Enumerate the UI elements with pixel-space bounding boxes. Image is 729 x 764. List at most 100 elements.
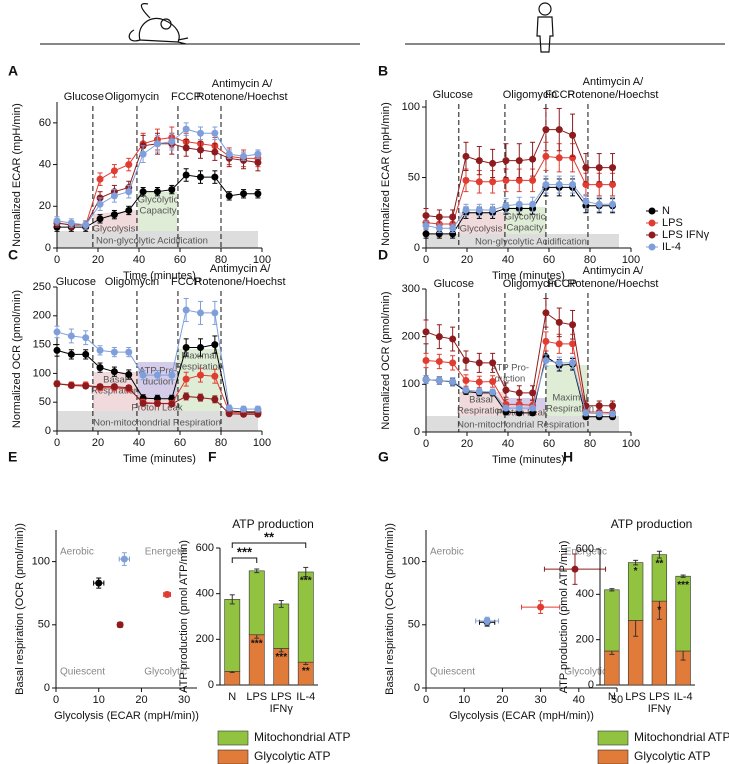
y-tick-label: 0 <box>414 242 420 254</box>
injection-label: Rotenone/Hoechst <box>194 276 285 288</box>
injection-label: Glucose <box>64 91 104 103</box>
x-tick-label: 40 <box>502 254 514 266</box>
x-tick-label: 30 <box>178 694 190 706</box>
significance-bracket <box>231 542 307 548</box>
x-axis-title: Time (minutes) <box>123 453 196 465</box>
error-bar <box>476 203 482 217</box>
error-bar <box>463 350 469 371</box>
significance-marker: *** <box>677 580 689 591</box>
error-bar <box>423 319 429 345</box>
y-axis-title: Normalized OCR (pmol/min) <box>380 291 392 429</box>
error-bar <box>111 209 117 220</box>
error-bar <box>111 383 117 390</box>
error-bar <box>169 132 175 151</box>
legend-label: LPS <box>662 217 683 229</box>
error-bar <box>198 367 203 383</box>
x-tick-label: 60 <box>174 254 186 266</box>
x-tick-label: 40 <box>573 694 585 706</box>
error-bar <box>633 559 639 566</box>
region-label: Capacity <box>140 206 177 217</box>
legend-label: LPS IFNγ <box>662 229 710 241</box>
x-tick-label: 100 <box>622 254 640 266</box>
injection-label: FCCP <box>547 278 577 290</box>
error-bar <box>583 410 589 416</box>
y-tick-label: 0 <box>45 425 51 437</box>
error-bar <box>54 325 60 339</box>
error-bar <box>490 203 496 217</box>
error-bar <box>583 153 589 183</box>
x-tick-label: IFNγ <box>270 703 294 715</box>
error-bar <box>570 309 576 340</box>
error-bar <box>450 377 456 386</box>
region-label: Glycolytic <box>138 195 179 206</box>
y-tick-label: 400 <box>196 588 214 600</box>
y-tick-label: 50 <box>408 619 420 631</box>
injection-label: FCCP <box>171 91 201 103</box>
legend-label: N <box>662 205 670 217</box>
error-bar <box>476 375 482 389</box>
x-tick-label: IFNγ <box>648 703 672 715</box>
x-tick-label: 20 <box>461 254 473 266</box>
x-tick-label: LPS <box>246 691 267 703</box>
error-bar <box>463 386 469 394</box>
error-bar <box>83 349 89 360</box>
error-bar <box>54 216 60 226</box>
error-bar <box>126 157 132 172</box>
significance-marker: *** <box>300 576 312 587</box>
y-tick-label: 20 <box>39 200 51 212</box>
error-bar <box>83 383 89 389</box>
error-bar <box>97 214 103 224</box>
error-bar <box>111 164 117 178</box>
x-tick-label: 100 <box>622 438 640 450</box>
error-bar <box>154 370 160 381</box>
quadrant-label: Glycolytic <box>144 667 187 678</box>
y-tick-label: 100 <box>402 378 420 390</box>
error-bar <box>83 330 89 346</box>
significance-label: *** <box>237 544 253 559</box>
y-tick-label: 250 <box>33 281 51 293</box>
x-tick-label: 0 <box>53 694 59 706</box>
region <box>57 231 258 248</box>
region <box>426 234 619 248</box>
error-bar <box>183 139 189 157</box>
injection-label: Oligomycin <box>105 91 159 103</box>
data-point <box>571 565 579 573</box>
error-bar <box>516 143 522 179</box>
data-point <box>95 579 103 587</box>
panel-letter: H <box>563 449 573 465</box>
data-point <box>116 621 124 629</box>
y-tick-label: 50 <box>38 619 50 631</box>
y-tick-label: 50 <box>408 171 420 183</box>
y-tick-label: 200 <box>33 310 51 322</box>
error-bar <box>516 385 522 401</box>
region-label: Respiration <box>175 362 223 373</box>
error-bar <box>183 168 189 182</box>
error-bar <box>97 383 103 390</box>
x-tick-label: 0 <box>54 437 60 449</box>
region-label: Non-mitochondrial Respiration <box>93 418 221 429</box>
region-label: Non-glycolytic Acidification <box>475 237 587 248</box>
region-label: Glycolysis <box>460 224 503 235</box>
x-tick-label: 80 <box>215 254 227 266</box>
y-tick-label: 100 <box>402 101 420 113</box>
significance-marker: ** <box>655 558 663 569</box>
error-bar <box>436 324 442 350</box>
error-bar <box>503 143 509 179</box>
legend-marker <box>648 219 656 227</box>
error-bar <box>169 370 175 381</box>
panel-letter: F <box>208 449 217 465</box>
panel-letter: C <box>8 247 18 263</box>
injection-label: Antimycin A/ <box>583 76 644 88</box>
region-label: duction <box>143 377 174 388</box>
error-bar <box>126 205 132 216</box>
error-bar <box>212 395 218 404</box>
error-bar <box>556 356 562 370</box>
error-bar <box>450 223 456 233</box>
error-bar <box>241 189 247 199</box>
error-bar <box>610 411 616 417</box>
error-bar <box>154 134 160 153</box>
x-tick-label: 0 <box>423 254 429 266</box>
legend-label: Glycolytic ATP <box>634 749 710 763</box>
injection-label: Rotenone/Hoechst <box>567 278 658 290</box>
error-bar <box>198 126 203 141</box>
